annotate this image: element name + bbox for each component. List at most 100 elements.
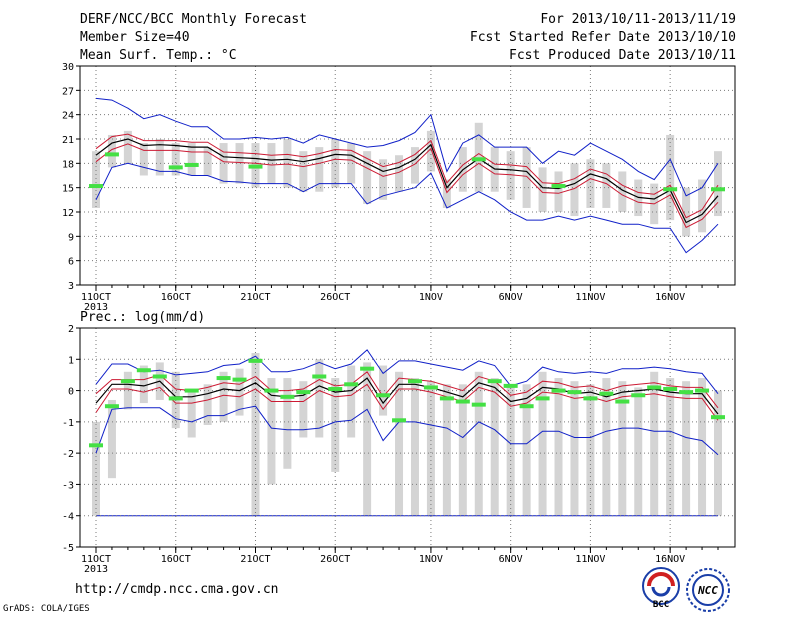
ncc-logo: NCC (686, 568, 730, 612)
spread-box (618, 171, 627, 212)
spread-box (410, 378, 419, 516)
spread-box (347, 143, 356, 184)
spread-box (267, 378, 276, 485)
spread-box (714, 390, 722, 516)
x-tick-label: 6NOV (499, 554, 523, 565)
spread-box (506, 151, 515, 200)
y-tick-label: 24 (62, 111, 74, 122)
spread-box (442, 179, 451, 208)
x-tick-label: 1NOV (419, 292, 443, 303)
variable-label: Mean Surf. Temp.: °C (80, 48, 237, 63)
forecast-start-date: Fcst Started Refer Date 2013/10/10 (469, 30, 736, 45)
ensemble-max-line (95, 349, 719, 395)
observation-marker (551, 184, 566, 189)
spread-box (235, 368, 244, 416)
spread-box (107, 399, 116, 479)
observation-marker (711, 187, 725, 192)
observation-marker (439, 396, 454, 401)
spread-box (474, 371, 483, 516)
x-tick-label: 11OCT (81, 554, 111, 565)
spread-box (458, 384, 467, 516)
observation-marker (407, 379, 422, 384)
plot-frame (79, 327, 736, 548)
x-tick-label: 16NOV (655, 292, 685, 303)
bcc-logo: BCC (642, 567, 680, 609)
y-tick-label: 3 (68, 281, 74, 292)
spread-box (586, 159, 595, 208)
spread-box (155, 139, 164, 176)
spread-box (315, 359, 324, 438)
spread-box (538, 371, 547, 516)
spread-box (203, 384, 212, 425)
observation-marker (120, 379, 135, 384)
observation-marker (280, 394, 295, 399)
spread-box (219, 371, 228, 422)
spread-box (538, 167, 547, 212)
y-tick-label: -4 (62, 512, 74, 523)
spread-box (554, 171, 563, 212)
observation-marker (631, 393, 646, 398)
spread-box (666, 378, 675, 516)
y-tick-label: -1 (62, 418, 74, 429)
spread-box (490, 378, 499, 516)
observation-marker (663, 187, 678, 192)
upper-band-line (95, 133, 719, 219)
observation-marker (216, 376, 231, 381)
observation-marker (503, 383, 518, 388)
observation-marker (248, 358, 263, 363)
lower-band-line (95, 383, 719, 421)
spread-box (187, 143, 196, 176)
observation-marker (615, 399, 630, 404)
ensemble-min-line (95, 405, 719, 456)
spread-box (363, 151, 372, 204)
spread-box (123, 371, 132, 410)
observation-marker (264, 388, 279, 393)
spread-box (347, 365, 356, 438)
spread-box (171, 143, 180, 176)
spread-box (650, 371, 659, 516)
y-tick-label: 2 (68, 324, 74, 335)
x-tick-label: 11NOV (575, 292, 605, 303)
x-tick-label: 11NOV (575, 554, 605, 565)
y-tick-label: 27 (62, 86, 74, 97)
spread-box (267, 143, 276, 184)
observation-marker (104, 404, 119, 409)
spread-box (123, 130, 132, 164)
member-size-label: Member Size=40 (80, 30, 190, 45)
observation-marker (567, 390, 582, 395)
chart-title: DERF/NCC/BCC Monthly Forecast (80, 12, 307, 27)
x-tick-label: 16NOV (655, 554, 685, 565)
x-tick-label: 26OCT (320, 554, 350, 565)
spread-box (395, 371, 404, 516)
observation-marker (583, 396, 598, 401)
spread-box (331, 139, 340, 188)
observation-marker (184, 388, 199, 393)
spread-box (395, 155, 404, 192)
source-url[interactable]: http://cmdp.ncc.cma.gov.cn (75, 582, 279, 597)
y-tick-label: -5 (62, 543, 74, 554)
spread-box (522, 147, 531, 208)
spread-box (570, 163, 579, 217)
x-tick-label: 11OCT (81, 292, 111, 303)
observation-marker (599, 391, 614, 396)
spread-box (682, 187, 691, 237)
y-tick-label: 21 (62, 135, 74, 146)
observation-marker (487, 379, 502, 384)
observation-marker (535, 396, 550, 401)
observation-marker (679, 390, 694, 395)
spread-box (315, 147, 324, 192)
x-tick-label: 16OCT (161, 554, 191, 565)
y-tick-label: 18 (62, 159, 74, 170)
precip-panel-title: Prec.: log(mm/d) (80, 310, 206, 325)
spread-box (698, 378, 707, 516)
spread-box (410, 147, 419, 184)
observation-marker (248, 164, 263, 169)
observation-marker (184, 162, 199, 167)
observation-marker (296, 390, 311, 395)
x-tick-label: 1NOV (419, 554, 443, 565)
spread-box (634, 387, 643, 516)
observation-marker (312, 374, 327, 379)
spread-box (426, 130, 435, 172)
spread-box (187, 390, 196, 438)
spread-box (586, 384, 595, 516)
